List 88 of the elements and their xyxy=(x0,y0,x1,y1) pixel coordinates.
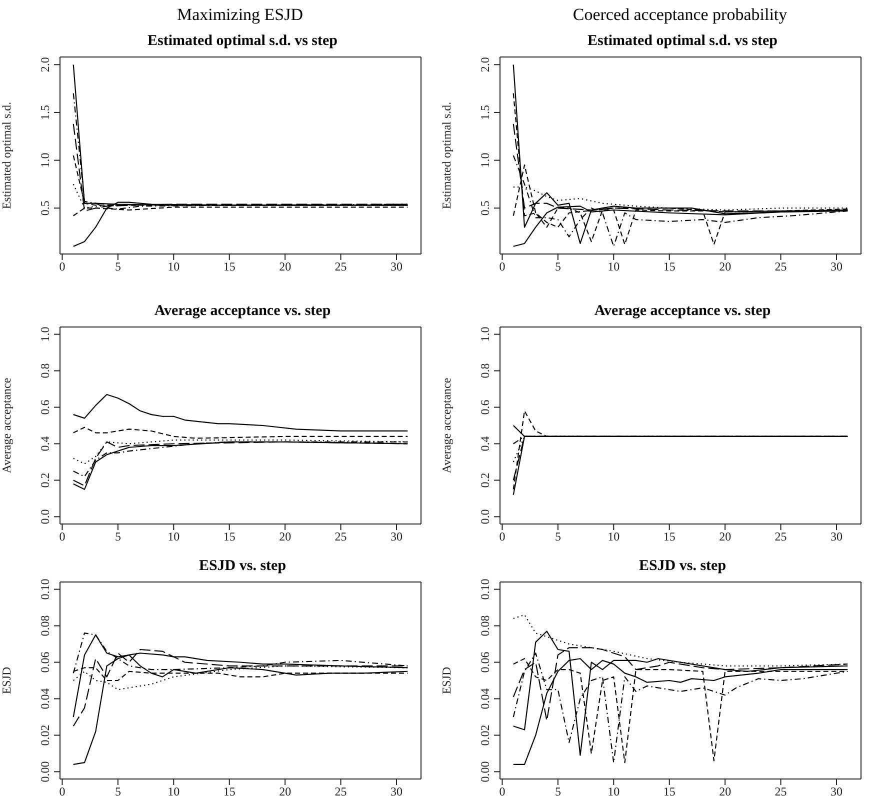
chart-title: ESJD vs. step xyxy=(638,557,728,576)
chart-title: Estimated optimal s.d. vs step xyxy=(146,32,338,51)
y-tick-label: 0.02 xyxy=(478,724,492,746)
y-tick-label: 0.8 xyxy=(38,363,52,378)
x-tick-label: 25 xyxy=(774,260,787,274)
y-tick-label: 2.0 xyxy=(38,57,52,72)
x-tick-label: 10 xyxy=(168,530,180,544)
x-tick-label: 0 xyxy=(59,784,66,799)
x-tick-label: 10 xyxy=(608,260,620,274)
x-tick-label: 25 xyxy=(334,260,347,274)
x-tick-label: 15 xyxy=(663,784,676,799)
y-tick-label: 0.0 xyxy=(38,509,52,524)
x-tick-label: 30 xyxy=(390,784,402,799)
y-tick-label: 1.0 xyxy=(478,326,492,342)
x-tick-label: 20 xyxy=(279,784,292,799)
x-tick-label: 5 xyxy=(114,784,121,799)
chart-title: Estimated optimal s.d. vs step xyxy=(586,32,778,51)
x-tick-label: 15 xyxy=(223,530,236,544)
y-tick-label: 0.5 xyxy=(38,200,52,216)
chart-title: ESJD vs. step xyxy=(198,557,288,576)
x-tick-label: 0 xyxy=(59,530,66,544)
x-tick-label: 30 xyxy=(830,260,842,274)
y-tick-label: 0.02 xyxy=(38,724,52,746)
y-tick-label: 1.0 xyxy=(478,152,492,168)
y-tick-label: 0.08 xyxy=(478,615,492,636)
x-tick-label: 10 xyxy=(608,530,620,544)
y-tick-label: 0.00 xyxy=(38,761,52,782)
x-tick-label: 15 xyxy=(663,530,676,544)
x-tick-label: 5 xyxy=(114,260,121,274)
x-tick-label: 20 xyxy=(279,260,292,274)
y-tick-label: 0.06 xyxy=(38,652,52,673)
x-tick-label: 25 xyxy=(334,784,347,799)
y-tick-label: 0.2 xyxy=(38,472,52,488)
y-axis-title: ESJD xyxy=(439,666,454,694)
x-tick-label: 0 xyxy=(499,530,506,544)
x-tick-label: 10 xyxy=(168,260,180,274)
x-tick-label: 30 xyxy=(830,784,842,799)
y-tick-label: 0.4 xyxy=(478,436,492,452)
y-tick-label: 1.5 xyxy=(478,104,492,120)
y-tick-label: 0.6 xyxy=(38,400,52,415)
x-tick-label: 10 xyxy=(608,784,620,799)
y-tick-label: 0.2 xyxy=(478,472,492,488)
y-tick-label: 1.0 xyxy=(38,326,52,342)
y-axis-title: Average acceptance xyxy=(0,378,14,474)
y-axis-title: ESJD xyxy=(0,666,14,694)
y-tick-label: 2.0 xyxy=(478,57,492,72)
y-axis-title: Estimated optimal s.d. xyxy=(0,102,14,210)
x-tick-label: 0 xyxy=(499,784,506,799)
y-tick-label: 0.6 xyxy=(478,400,492,415)
chart-title: Average acceptance vs. step xyxy=(593,302,772,321)
y-tick-label: 0.06 xyxy=(478,652,492,673)
y-tick-label: 0.8 xyxy=(478,363,492,378)
text: Coerced acceptance probability xyxy=(572,4,788,26)
chart-title: Average acceptance vs. step xyxy=(153,302,332,321)
text: Maximizing ESJD xyxy=(176,4,304,26)
y-tick-label: 0.4 xyxy=(38,436,52,452)
y-axis-title: Estimated optimal s.d. xyxy=(439,102,454,210)
x-tick-label: 25 xyxy=(334,530,347,544)
y-tick-label: 0.04 xyxy=(478,688,492,710)
y-tick-label: 0.04 xyxy=(38,688,52,710)
y-tick-label: 0.5 xyxy=(478,200,492,216)
x-tick-label: 15 xyxy=(663,260,676,274)
y-tick-label: 0.0 xyxy=(478,509,492,524)
y-tick-label: 1.5 xyxy=(38,104,52,120)
x-tick-label: 20 xyxy=(719,784,732,799)
x-tick-label: 20 xyxy=(279,530,292,544)
x-tick-label: 0 xyxy=(499,260,506,274)
x-tick-label: 25 xyxy=(774,530,787,544)
x-tick-label: 15 xyxy=(223,260,236,274)
x-tick-label: 30 xyxy=(390,260,402,274)
x-tick-label: 5 xyxy=(554,784,561,799)
x-tick-label: 30 xyxy=(830,530,842,544)
x-tick-label: 20 xyxy=(719,530,732,544)
y-tick-label: 0.10 xyxy=(478,578,492,600)
x-tick-label: 20 xyxy=(719,260,732,274)
y-tick-label: 0.00 xyxy=(478,761,492,782)
y-tick-label: 1.0 xyxy=(38,152,52,168)
x-tick-label: 5 xyxy=(554,260,561,274)
y-tick-label: 0.10 xyxy=(38,578,52,600)
x-tick-label: 15 xyxy=(223,784,236,799)
x-tick-label: 25 xyxy=(774,784,787,799)
x-tick-label: 5 xyxy=(554,530,561,544)
x-tick-label: 30 xyxy=(390,530,402,544)
x-tick-label: 5 xyxy=(114,530,121,544)
y-tick-label: 0.08 xyxy=(38,615,52,636)
y-axis-title: Average acceptance xyxy=(439,378,454,474)
x-tick-label: 10 xyxy=(168,784,180,799)
x-tick-label: 0 xyxy=(59,260,66,274)
